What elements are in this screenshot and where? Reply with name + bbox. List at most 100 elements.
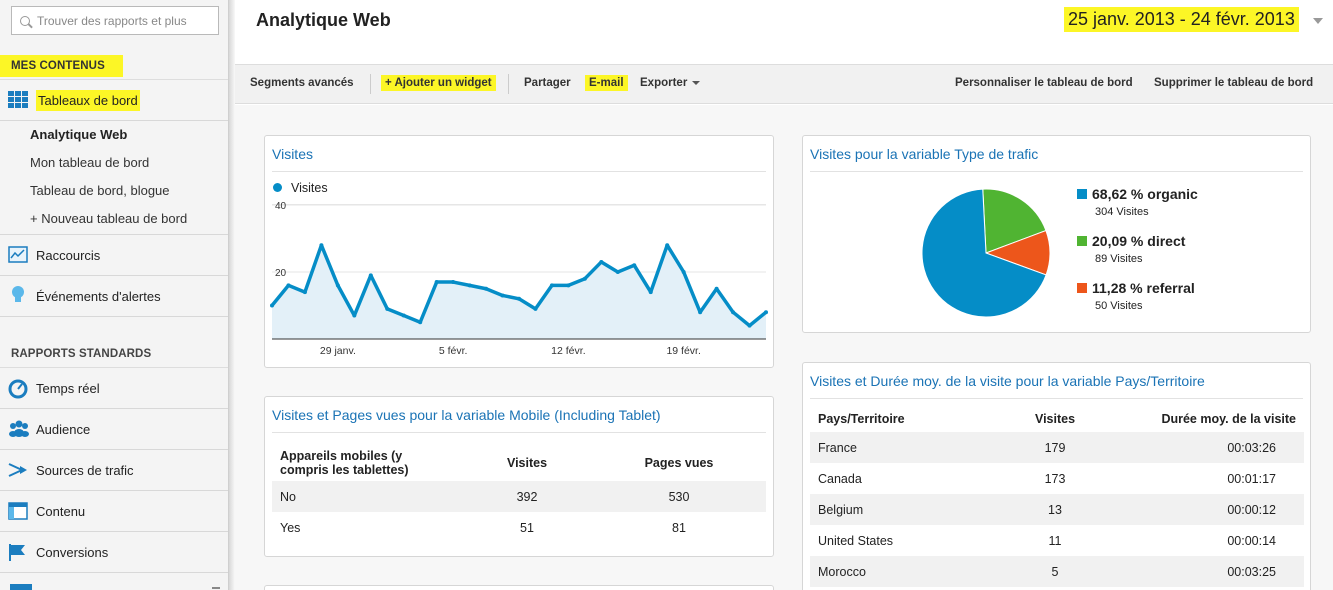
data-point[interactable] — [335, 283, 340, 288]
advanced-segments-button[interactable]: Segments avancés — [250, 77, 354, 89]
sidebar-item-temps-reel[interactable]: Temps réel — [0, 368, 228, 409]
sidebar-item-temps-reel-label: Temps réel — [36, 381, 100, 396]
legend-swatch-icon — [1077, 236, 1087, 246]
chevron-down-icon[interactable] — [1313, 18, 1323, 24]
table-cell: Canada — [818, 471, 862, 486]
customize-dashboard-button[interactable]: Personnaliser le tableau de bord — [955, 77, 1133, 89]
search-placeholder: Trouver des rapports et plus — [37, 14, 187, 28]
data-point[interactable] — [599, 259, 604, 264]
dashboard-mon-tableau[interactable]: Mon tableau de bord — [30, 155, 150, 170]
sidebar-item-contenu[interactable]: Contenu — [0, 491, 228, 532]
data-point[interactable] — [681, 270, 686, 274]
sidebar-item-contenu-label: Contenu — [36, 504, 86, 519]
shortcut-icon — [8, 246, 28, 263]
add-widget-button[interactable]: + Ajouter un widget — [381, 75, 496, 91]
flag-icon — [9, 544, 25, 561]
lightbulb-icon — [12, 286, 24, 302]
sidebar-item-conversions[interactable]: Conversions — [0, 532, 228, 573]
table-row: Morocco 5 00:03:25 — [810, 556, 1304, 587]
table-cell: 00:01:17 — [1227, 471, 1276, 486]
column-header[interactable]: Visites — [506, 455, 548, 470]
y-tick-label: 20 — [275, 268, 287, 279]
content-icon — [8, 502, 28, 520]
column-header[interactable]: Durée moy. de la visite — [1161, 411, 1296, 426]
dashboard-list: Analytique Web Mon tableau de bord Table… — [0, 121, 228, 235]
data-point[interactable] — [582, 276, 587, 281]
data-point[interactable] — [665, 243, 670, 248]
table-cell: 00:00:14 — [1227, 533, 1276, 548]
sidebar-item-partial — [0, 573, 228, 590]
data-point[interactable] — [632, 263, 637, 268]
data-point[interactable] — [368, 273, 373, 278]
widget-title[interactable]: Visites — [272, 146, 313, 162]
dashboard-analytique-web[interactable]: Analytique Web — [30, 127, 128, 142]
legend-dot-icon — [273, 183, 282, 192]
data-point[interactable] — [352, 313, 357, 318]
table-cell: No — [280, 489, 296, 504]
sidebar-item-raccourcis[interactable]: Raccourcis — [0, 235, 228, 276]
data-point[interactable] — [698, 310, 703, 315]
column-header[interactable]: Visites — [1034, 411, 1076, 426]
share-button[interactable]: Partager — [524, 77, 571, 89]
data-point[interactable] — [451, 280, 456, 285]
table-cell: 81 — [672, 520, 686, 535]
visits-points — [270, 243, 768, 328]
widget-title[interactable]: Visites pour la variable Type de trafic — [810, 146, 1039, 162]
date-range-picker[interactable]: 25 janv. 2013 - 24 févr. 2013 — [1064, 7, 1299, 32]
table-cell: 5 — [1051, 564, 1059, 579]
data-point[interactable] — [385, 306, 390, 311]
sidebar-item-audience[interactable]: Audience — [0, 409, 228, 450]
table-cell: 00:03:25 — [1227, 564, 1276, 579]
section-mes-contenus: MES CONTENUS — [0, 52, 228, 80]
data-point[interactable] — [517, 296, 521, 301]
traffic-sources-icon — [8, 463, 27, 477]
data-point[interactable] — [270, 303, 274, 308]
sidebar: Trouver des rapports et plus MES CONTENU… — [0, 0, 229, 590]
column-header[interactable]: Pages vues — [644, 455, 714, 470]
legend-swatch-icon — [1077, 283, 1087, 293]
data-point[interactable] — [615, 270, 620, 274]
country-table: Pays/Territoire Visites Durée moy. de la… — [810, 405, 1304, 587]
data-point[interactable] — [731, 310, 736, 315]
email-button[interactable]: E-mail — [585, 75, 628, 91]
data-point[interactable] — [500, 293, 505, 298]
table-header-row: Appareils mobiles (y compris les tablett… — [272, 444, 766, 481]
pie-slice-organic[interactable] — [921, 188, 1047, 318]
sidebar-item-sources[interactable]: Sources de trafic — [0, 450, 228, 491]
data-point[interactable] — [747, 323, 752, 328]
search-input[interactable]: Trouver des rapports et plus — [11, 6, 219, 35]
data-point[interactable] — [418, 320, 423, 325]
data-point[interactable] — [319, 243, 324, 248]
data-point[interactable] — [302, 290, 307, 295]
page-header: Analytique Web 25 janv. 2013 - 24 févr. … — [235, 0, 1333, 64]
data-point[interactable] — [648, 290, 653, 295]
data-point[interactable] — [467, 283, 472, 288]
dashboard-blogue[interactable]: Tableau de bord, blogue — [30, 183, 170, 198]
column-header[interactable]: Pays/Territoire — [818, 411, 905, 426]
table-cell: 173 — [1044, 471, 1066, 486]
delete-dashboard-button[interactable]: Supprimer le tableau de bord — [1154, 77, 1314, 89]
widget-title[interactable]: Visites et Pages vues pour la variable M… — [272, 407, 661, 423]
data-point[interactable] — [714, 286, 719, 291]
data-point[interactable] — [484, 286, 489, 291]
sidebar-item-tableaux[interactable]: Tableaux de bord — [0, 80, 228, 121]
data-point[interactable] — [566, 283, 571, 288]
dashboard-content: Visites Visites 20 40 29 janv. 5 févr. 12 f… — [235, 105, 1333, 590]
data-point[interactable] — [286, 283, 291, 288]
column-header[interactable]: Appareils mobiles (y compris les tablett… — [280, 448, 409, 477]
new-dashboard-link[interactable]: + Nouveau tableau de bord — [30, 211, 188, 226]
data-point[interactable] — [549, 283, 554, 288]
data-point[interactable] — [434, 280, 439, 285]
pie-slice-direct[interactable] — [982, 188, 1047, 254]
data-point[interactable] — [533, 306, 538, 311]
sidebar-item-sources-label: Sources de trafic — [36, 463, 134, 478]
sidebar-item-raccourcis-label: Raccourcis — [36, 248, 101, 263]
export-button[interactable]: Exporter — [640, 77, 701, 89]
section-rapports-standards: RAPPORTS STANDARDS — [0, 340, 228, 368]
pie-legend: 68,62 % organic 304 Visites 20,09 % dire… — [1077, 186, 1297, 326]
collapse-icon — [212, 587, 220, 589]
data-point[interactable] — [764, 310, 768, 315]
widget-title[interactable]: Visites et Durée moy. de la visite pour … — [810, 373, 1205, 389]
data-point[interactable] — [401, 313, 406, 318]
sidebar-item-evenements[interactable]: Événements d'alertes — [0, 276, 228, 317]
